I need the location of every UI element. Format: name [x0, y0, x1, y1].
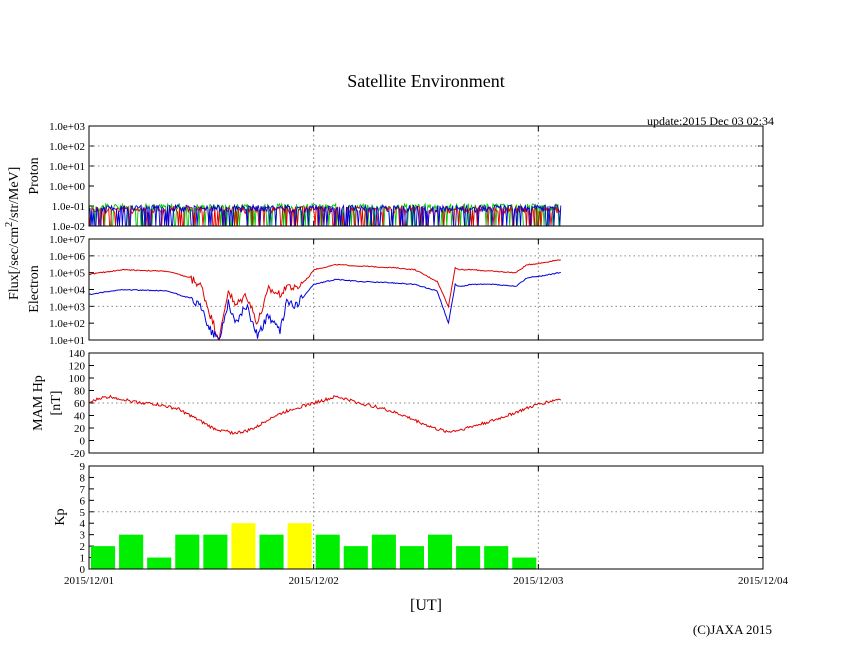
y-tick-label: -20 — [70, 448, 85, 460]
y-tick-label: 1 — [80, 553, 86, 565]
kp-bar — [203, 534, 228, 569]
y-tick-label: 1.0e+04 — [49, 285, 85, 297]
update-label: update:2015 Dec 03 02:34 — [647, 114, 774, 128]
kp-bar — [371, 534, 396, 569]
y-tick-label: 1.0e+00 — [49, 181, 85, 193]
y-tick-label: 7 — [80, 484, 86, 496]
kp-bar — [287, 523, 312, 569]
panel-frame — [88, 125, 764, 227]
y-tick-label: 4 — [80, 518, 86, 530]
y-tick-label: 1.0e+05 — [49, 268, 85, 280]
panels: 1.0e+03 1.0e+02 1.0e+01 1.0e+00 1.0e-01 1.0e-… — [27, 121, 764, 576]
y-tick-label: 1.0e+07 — [49, 234, 85, 246]
y-tick-label: 8 — [80, 472, 86, 484]
kp-bar — [512, 557, 537, 569]
kp-bar — [175, 534, 200, 569]
x-tick-label: 2015/12/02 — [289, 575, 339, 587]
y-tick-label: 1.0e+06 — [49, 251, 85, 263]
copyright: (C)JAXA 2015 — [693, 622, 772, 637]
y-tick-label: 20 — [74, 423, 86, 435]
y-tick-label: 40 — [74, 411, 86, 423]
flux-ylabel-main: Flux[/sec/cm — [7, 227, 22, 300]
panel-ylabel: Electron — [27, 265, 42, 312]
x-axis: 2015/12/01 2015/12/02 2015/12/03 2015/12/04 — [64, 575, 789, 587]
y-tick-label: 1.0e-01 — [52, 201, 85, 213]
kp-bar — [91, 546, 116, 569]
panel-electron: 1.0e+07 1.0e+06 1.0e+05 1.0e+04 1.0e+03 1.0e+… — [27, 234, 764, 347]
y-tick-label: 9 — [80, 461, 86, 473]
y-tick-label: 1.0e+01 — [49, 335, 85, 347]
flux-ylabel: Flux[/sec/cm2/str/MeV] — [4, 167, 22, 300]
kp-bar — [119, 534, 144, 569]
panel-ylabel: [nT] — [49, 391, 64, 416]
panel-proton: 1.0e+03 1.0e+02 1.0e+01 1.0e+00 1.0e-01 1.0e-… — [27, 121, 764, 233]
x-tick-label: 2015/12/03 — [513, 575, 564, 587]
panel-frame — [88, 352, 764, 454]
kp-bar — [428, 534, 453, 569]
y-tick-label: 140 — [69, 348, 86, 360]
kp-bar — [399, 546, 424, 569]
electron-series-blue — [88, 271, 561, 340]
y-tick-label: 3 — [80, 530, 86, 542]
proton-series-blue — [88, 203, 562, 227]
kp-bar — [315, 534, 340, 569]
panel-frame — [88, 238, 764, 341]
y-tick-label: 2 — [80, 541, 86, 553]
kp-bar — [456, 546, 481, 569]
x-tick-label: 2015/12/01 — [64, 575, 114, 587]
y-tick-label: 1.0e+01 — [49, 161, 85, 173]
y-tick-label: 1.0e+02 — [49, 141, 85, 153]
kp-bar — [484, 546, 509, 569]
mamhp-series-Hp — [88, 394, 562, 435]
x-axis-label: [UT] — [410, 597, 442, 614]
flux-ylabel-tail: /str/MeV] — [7, 167, 22, 222]
y-tick-label: 1.0e+03 — [49, 301, 85, 313]
kp-bar — [259, 534, 284, 569]
y-tick-label: 1.0e+02 — [49, 318, 85, 330]
y-tick-label: 1.0e-02 — [52, 221, 85, 233]
panel-ylabel: Kp — [53, 508, 68, 525]
y-tick-label: 60 — [74, 398, 86, 410]
kp-bar — [343, 546, 368, 569]
y-tick-label: 80 — [74, 386, 86, 398]
y-tick-label: 100 — [69, 373, 86, 385]
panel-ylabel: Proton — [27, 157, 42, 194]
y-tick-label: 120 — [69, 361, 86, 373]
flux-ylabel-sup: 2 — [4, 222, 15, 227]
kp-bar — [147, 557, 172, 569]
panel-frame — [88, 465, 764, 570]
electron-series-red — [88, 259, 561, 341]
y-tick-label: 0 — [80, 564, 86, 576]
kp-bar — [231, 523, 256, 569]
panel-ylabel: MAM Hp — [31, 375, 46, 431]
y-tick-label: 5 — [80, 507, 86, 519]
y-tick-label: 0 — [80, 436, 86, 448]
y-tick-label: 1.0e+03 — [49, 121, 85, 133]
x-tick-label: 2015/12/04 — [738, 575, 789, 587]
y-tick-label: 6 — [80, 495, 86, 507]
chart-title: Satellite Environment — [347, 71, 504, 91]
